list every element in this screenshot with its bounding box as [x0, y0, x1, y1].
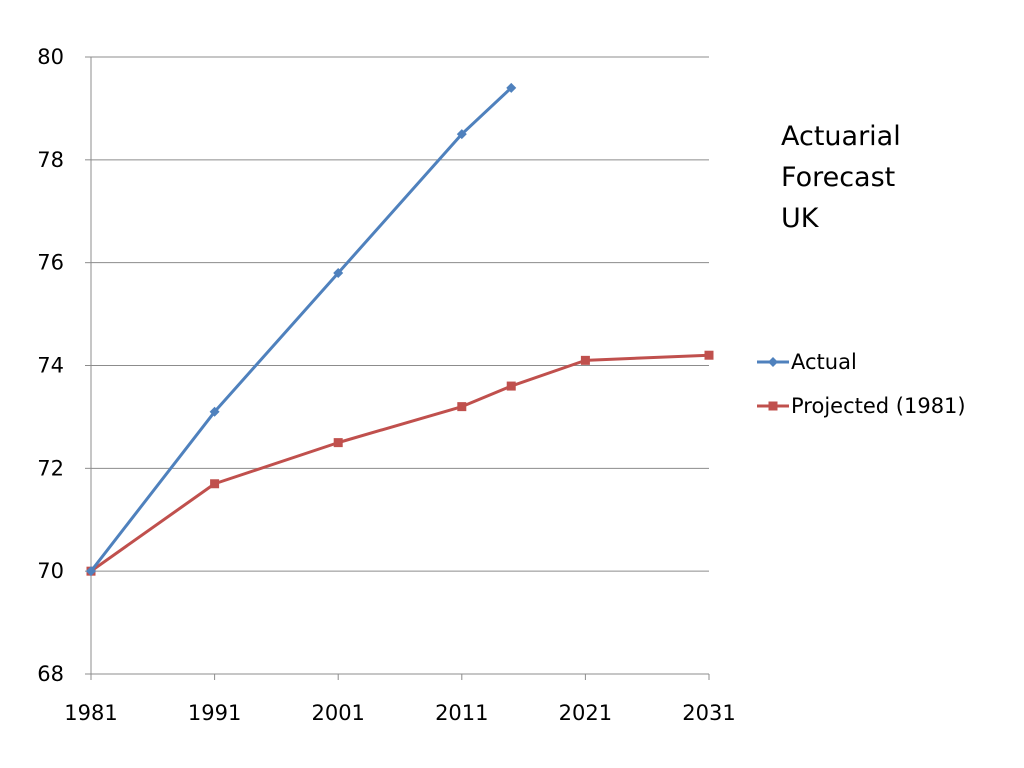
data-point	[457, 402, 467, 412]
y-tick-label: 70	[37, 559, 64, 583]
data-point	[333, 438, 343, 448]
x-tick-label: 1991	[188, 701, 241, 725]
y-tick-label: 68	[37, 662, 64, 686]
legend: Actual Projected (1981)	[757, 350, 966, 418]
chart-title-line: Forecast	[781, 162, 895, 193]
data-point	[506, 82, 517, 93]
data-point	[209, 406, 220, 417]
data-point	[333, 267, 344, 278]
legend-marker	[768, 357, 778, 367]
gridlines	[91, 56, 709, 572]
chart-title-line: Actuarial	[781, 121, 901, 152]
x-tick-label: 2031	[682, 701, 735, 725]
data-point	[210, 479, 220, 489]
chart-title-line: UK	[781, 203, 820, 234]
y-tick-label: 74	[37, 354, 64, 378]
legend-item: Projected (1981)	[757, 394, 966, 418]
legend-marker	[768, 401, 778, 411]
legend-item: Actual	[757, 350, 857, 374]
data-point	[86, 566, 96, 577]
data-point	[456, 129, 467, 140]
data-point	[704, 350, 714, 360]
x-tick-label: 2011	[435, 701, 488, 725]
data-point	[580, 355, 590, 365]
y-tick-label: 76	[37, 251, 64, 275]
y-tick-label: 72	[37, 456, 64, 480]
chart-title: Actuarial Forecast UK	[781, 121, 901, 234]
y-tick-label: 80	[37, 45, 64, 69]
series-lines	[86, 82, 714, 577]
series-line	[90, 353, 710, 573]
series-actual	[86, 82, 517, 577]
x-tick-label: 1981	[64, 701, 117, 725]
data-point	[506, 381, 516, 391]
legend-label: Actual	[791, 350, 857, 374]
series-line	[89, 86, 513, 573]
legend-label: Projected (1981)	[791, 394, 966, 418]
series-projected-1981	[86, 350, 714, 576]
x-tick-label: 2001	[311, 701, 364, 725]
y-tick-label: 78	[37, 148, 64, 172]
x-tick-label: 2021	[559, 701, 612, 725]
axes: 68 70 72 74 76 78 80 1981 1991 2001 2011 2021 2031	[37, 45, 735, 725]
